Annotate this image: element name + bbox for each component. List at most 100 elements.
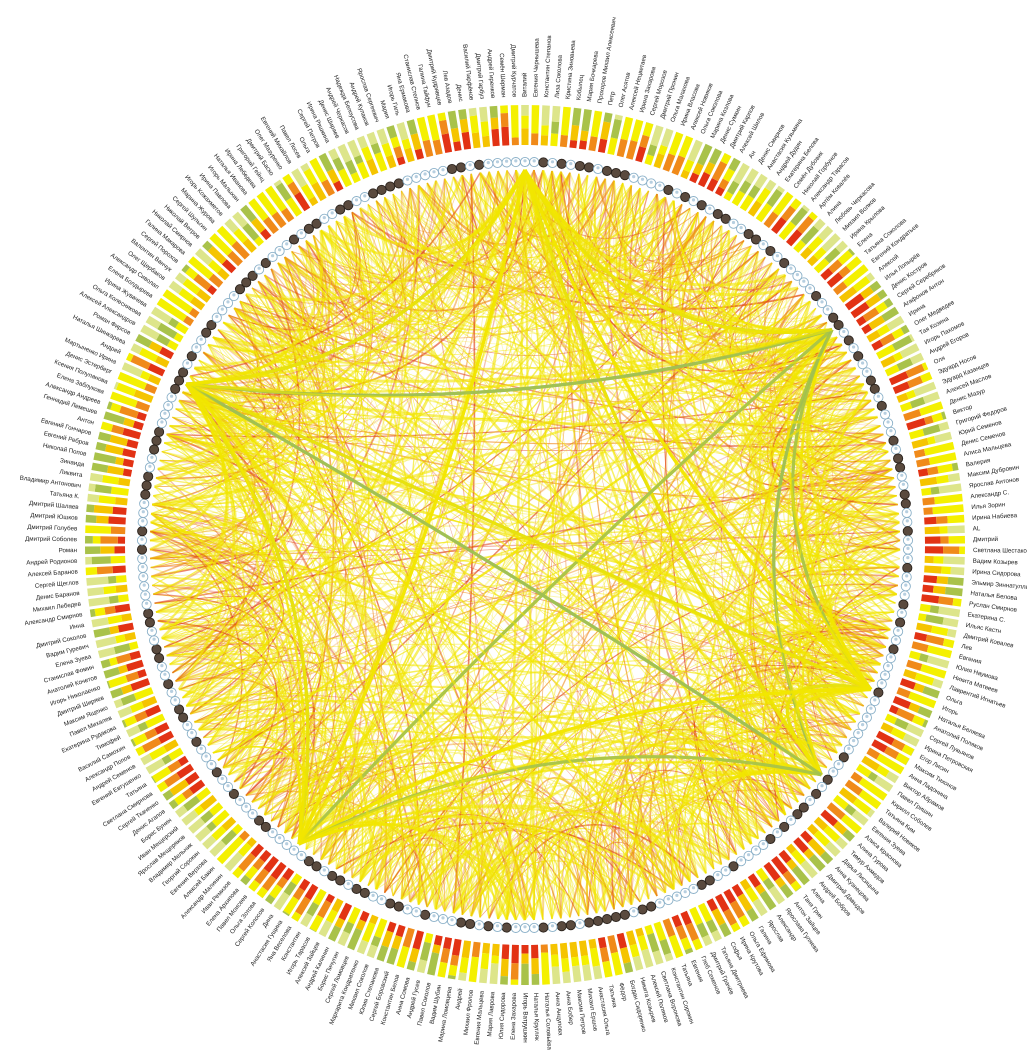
node-avatar[interactable] (327, 209, 338, 220)
node-avatar[interactable] (376, 184, 387, 195)
node-avatar[interactable] (159, 670, 170, 681)
node-avatar[interactable] (556, 158, 567, 169)
node-avatar[interactable] (663, 895, 674, 906)
node-avatar[interactable] (728, 861, 739, 872)
node-avatar[interactable] (385, 181, 396, 192)
node-avatar[interactable] (619, 909, 630, 920)
node-avatar[interactable] (816, 781, 828, 792)
node-avatar[interactable] (260, 821, 271, 832)
node-avatar[interactable] (792, 270, 803, 281)
node-avatar[interactable] (274, 833, 285, 845)
node-avatar[interactable] (833, 320, 844, 331)
node-avatar[interactable] (876, 400, 887, 411)
node-avatar[interactable] (861, 712, 872, 723)
node-avatar[interactable] (137, 562, 148, 573)
node-avatar[interactable] (704, 875, 715, 886)
node-avatar[interactable] (574, 918, 585, 930)
node-avatar[interactable] (592, 163, 604, 175)
node-avatar[interactable] (828, 767, 839, 778)
node-avatar[interactable] (144, 462, 155, 473)
node-avatar[interactable] (343, 879, 354, 890)
node-avatar[interactable] (191, 736, 202, 747)
node-avatar[interactable] (865, 704, 876, 715)
node-avatar[interactable] (899, 489, 910, 500)
node-avatar[interactable] (565, 159, 576, 170)
node-avatar[interactable] (141, 599, 152, 610)
node-avatar[interactable] (902, 535, 914, 546)
node-avatar[interactable] (351, 196, 362, 207)
node-avatar[interactable] (267, 828, 278, 839)
node-avatar[interactable] (654, 181, 665, 192)
node-avatar[interactable] (241, 277, 252, 288)
node-avatar[interactable] (138, 507, 149, 518)
node-avatar[interactable] (465, 160, 476, 172)
node-avatar[interactable] (873, 687, 884, 698)
node-avatar[interactable] (896, 471, 907, 482)
node-avatar[interactable] (704, 204, 715, 215)
node-avatar[interactable] (811, 291, 822, 302)
node-avatar[interactable] (359, 192, 370, 203)
node-avatar[interactable] (556, 921, 567, 932)
node-avatar[interactable] (758, 240, 769, 251)
node-avatar[interactable] (217, 774, 228, 785)
node-avatar[interactable] (296, 850, 307, 861)
node-avatar[interactable] (182, 359, 193, 370)
node-avatar[interactable] (816, 298, 828, 309)
node-avatar[interactable] (149, 444, 160, 455)
node-avatar[interactable] (883, 661, 894, 672)
node-avatar[interactable] (758, 839, 769, 850)
node-avatar[interactable] (267, 251, 278, 262)
node-avatar[interactable] (201, 327, 212, 338)
node-avatar[interactable] (574, 160, 585, 172)
node-avatar[interactable] (402, 175, 413, 186)
node-avatar[interactable] (654, 898, 665, 909)
node-avatar[interactable] (592, 915, 604, 927)
node-avatar[interactable] (772, 251, 783, 262)
node-avatar[interactable] (222, 781, 234, 792)
node-avatar[interactable] (455, 162, 467, 173)
node-avatar[interactable] (211, 312, 222, 323)
node-avatar[interactable] (311, 861, 322, 872)
node-avatar[interactable] (843, 335, 854, 346)
node-avatar[interactable] (743, 229, 754, 240)
node-avatar[interactable] (393, 901, 404, 912)
node-avatar[interactable] (538, 157, 549, 168)
node-avatar[interactable] (671, 188, 682, 199)
node-avatar[interactable] (368, 188, 379, 199)
node-avatar[interactable] (688, 196, 699, 207)
node-avatar[interactable] (822, 305, 833, 316)
node-avatar[interactable] (428, 167, 440, 179)
node-avatar[interactable] (869, 696, 880, 707)
node-avatar[interactable] (895, 462, 906, 473)
node-avatar[interactable] (838, 327, 849, 338)
node-avatar[interactable] (876, 679, 887, 690)
node-avatar[interactable] (163, 400, 174, 411)
node-avatar[interactable] (843, 744, 854, 755)
node-avatar[interactable] (857, 720, 868, 731)
node-avatar[interactable] (163, 679, 174, 690)
node-avatar[interactable] (138, 572, 149, 583)
node-avatar[interactable] (420, 909, 431, 920)
node-avatar[interactable] (154, 653, 165, 664)
node-avatar[interactable] (137, 517, 148, 528)
node-avatar[interactable] (174, 704, 185, 715)
node-avatar[interactable] (483, 921, 494, 932)
node-avatar[interactable] (319, 866, 330, 877)
node-avatar[interactable] (861, 367, 872, 378)
node-avatar[interactable] (583, 917, 595, 928)
node-avatar[interactable] (888, 644, 899, 655)
node-avatar[interactable] (196, 744, 207, 755)
node-avatar[interactable] (838, 752, 849, 763)
node-avatar[interactable] (455, 917, 467, 928)
node-avatar[interactable] (880, 670, 891, 681)
node-avatar[interactable] (750, 845, 762, 856)
node-avatar[interactable] (610, 167, 622, 179)
node-avatar[interactable] (411, 172, 422, 183)
node-avatar[interactable] (646, 901, 657, 912)
node-avatar[interactable] (765, 833, 776, 845)
node-avatar[interactable] (853, 728, 864, 739)
node-avatar[interactable] (501, 922, 512, 933)
node-avatar[interactable] (880, 409, 891, 420)
node-avatar[interactable] (182, 720, 193, 731)
node-avatar[interactable] (137, 526, 148, 537)
